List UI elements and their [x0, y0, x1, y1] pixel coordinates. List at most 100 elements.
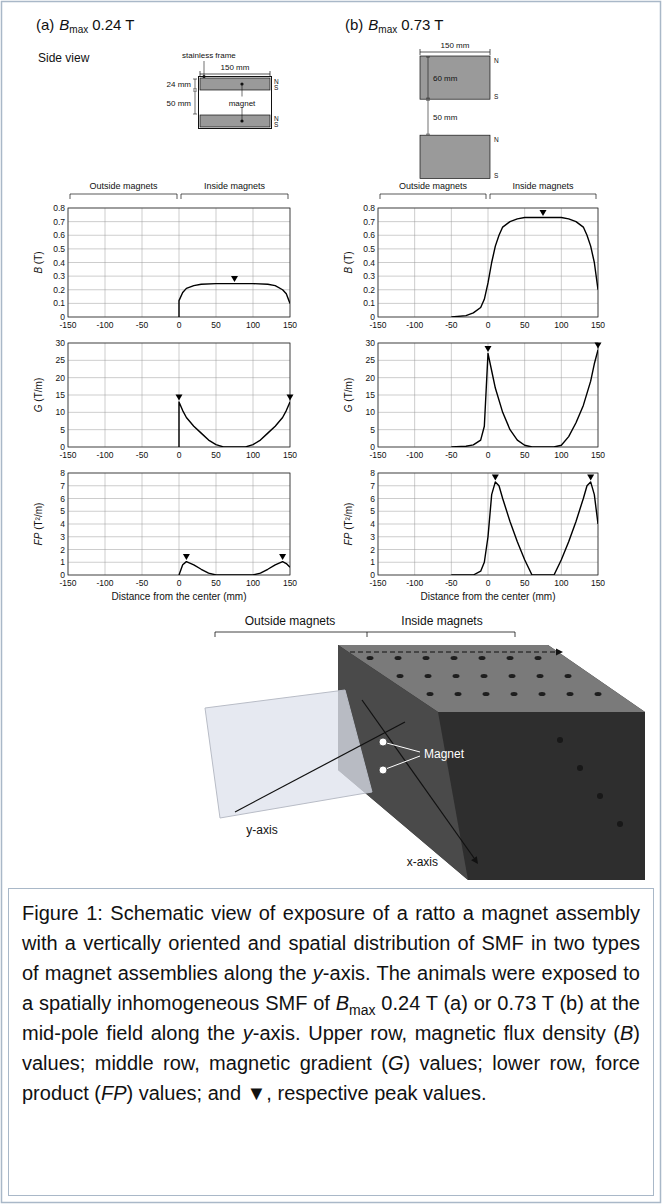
y-tick-label: 1	[370, 557, 375, 567]
y-tick-label: 0.3	[53, 271, 65, 281]
x-tick-label: -150	[369, 320, 386, 330]
x-axis-line	[362, 700, 474, 858]
peak-marker	[287, 394, 294, 400]
bolt-hole	[479, 656, 486, 660]
dimension-label: 24 mm	[167, 80, 192, 89]
grid-line	[451, 208, 452, 317]
peak-marker	[540, 210, 547, 216]
y-tick-label: 0.5	[363, 244, 375, 254]
y-tick-label: 5	[60, 425, 65, 435]
y-tick-label: 0.4	[53, 258, 65, 268]
region-bracket	[380, 194, 486, 199]
x-tick-label: -100	[96, 450, 113, 460]
x-tick-label: 150	[283, 450, 297, 460]
grid-line	[451, 473, 452, 575]
x-tick-label: -50	[445, 578, 458, 588]
data-group	[179, 562, 290, 575]
caption-text: y	[313, 962, 323, 984]
data-group	[451, 350, 598, 447]
pole-label: S	[494, 172, 499, 179]
bolt-hole	[425, 674, 432, 678]
y-axis-title: B (T)	[343, 251, 354, 273]
leader-line	[383, 756, 420, 770]
bolt-hole	[481, 674, 488, 678]
chart: 051015202530-150-100-50050100150G (T/m)	[343, 338, 605, 460]
text-part: 0.73 T	[401, 16, 443, 33]
text-part: (T)	[33, 251, 44, 267]
grid-line	[451, 343, 452, 447]
region-label: Inside magnets	[401, 614, 482, 628]
x-tick-label: -150	[59, 578, 76, 588]
plot-frame	[68, 473, 290, 575]
holder-tube	[205, 690, 372, 818]
plot-frame	[378, 473, 598, 575]
y-tick-label: 20	[56, 373, 66, 383]
y-tick-label: 10	[56, 407, 66, 417]
y-tick-label: 0.1	[363, 298, 375, 308]
y-axis-title: G (T/m)	[33, 378, 44, 412]
region-label: Outside magnets	[399, 181, 468, 191]
x-axis-title: Distance from the center (mm)	[111, 591, 246, 602]
y-tick-label: 2	[370, 545, 375, 555]
y-tick-label: 15	[366, 390, 376, 400]
x-tick-label: 50	[211, 320, 221, 330]
region-bracket	[181, 194, 288, 199]
x-tick-label: 100	[554, 450, 568, 460]
y-tick-label: 30	[56, 338, 66, 348]
bolt-hole	[451, 656, 458, 660]
magnet-dot	[379, 766, 387, 774]
region-bracket	[215, 632, 515, 637]
bolt-hole	[595, 692, 602, 696]
y-tick-label: 7	[370, 481, 375, 491]
bolt-hole	[453, 674, 460, 678]
data-line	[451, 350, 598, 447]
magnet-dot	[379, 738, 387, 746]
dimension-tick	[426, 134, 430, 135]
photo: Outside magnetsInside magnetsMagnety-axi…	[205, 614, 645, 880]
text-part: (T/m)	[33, 378, 44, 405]
dashed-axis	[350, 652, 556, 653]
dimension-label: 150 mm	[441, 41, 470, 50]
panel-title: (a)Bmax0.24 T	[36, 16, 135, 35]
grid-line	[414, 343, 415, 447]
leader-dot	[240, 119, 243, 122]
bolt-hole	[427, 692, 434, 696]
y-tick-label: 1	[60, 557, 65, 567]
bolt-hole	[455, 692, 462, 696]
region-label: Inside magnets	[512, 181, 574, 191]
x-tick-label: 100	[554, 320, 568, 330]
chart: 051015202530-150-100-50050100150G (T/m)	[33, 338, 297, 460]
dimension-tick	[193, 114, 197, 115]
x-tick-label: 50	[211, 578, 221, 588]
peak-marker	[587, 474, 594, 480]
text-part: max	[378, 24, 397, 35]
x-tick-label: 100	[246, 450, 260, 460]
bolt-hole	[565, 674, 572, 678]
grid-line	[105, 208, 106, 317]
x-axis-title: Distance from the center (mm)	[420, 591, 555, 602]
bolt-hole	[539, 692, 546, 696]
pole-label: S	[494, 93, 499, 100]
dimension-tick	[426, 98, 430, 99]
dimension-label: 60 mm	[433, 74, 458, 83]
text-part: max	[69, 24, 88, 35]
y-tick-label: 0.6	[363, 230, 375, 240]
dimension-line	[428, 100, 429, 134]
leader-line	[242, 108, 243, 122]
y-tick-label: 15	[56, 390, 66, 400]
x-tick-label: -50	[136, 320, 149, 330]
caption: Figure 1: Schematic view of exposure of …	[10, 890, 652, 1194]
grid-line	[253, 343, 254, 447]
y-tick-label: 0.7	[53, 217, 65, 227]
data-group	[179, 284, 290, 317]
x-tick-label: 0	[177, 450, 182, 460]
bolt-hole	[557, 737, 563, 743]
grid-line	[414, 473, 415, 575]
dimension-tick	[193, 79, 197, 80]
text-part: (T)	[343, 251, 354, 267]
region-label: Outside magnets	[89, 181, 158, 191]
y-tick-label: 5	[60, 506, 65, 516]
x-tick-label: -50	[445, 450, 458, 460]
text-part: (T²/m)	[33, 503, 44, 533]
pole-label: S	[274, 84, 279, 91]
